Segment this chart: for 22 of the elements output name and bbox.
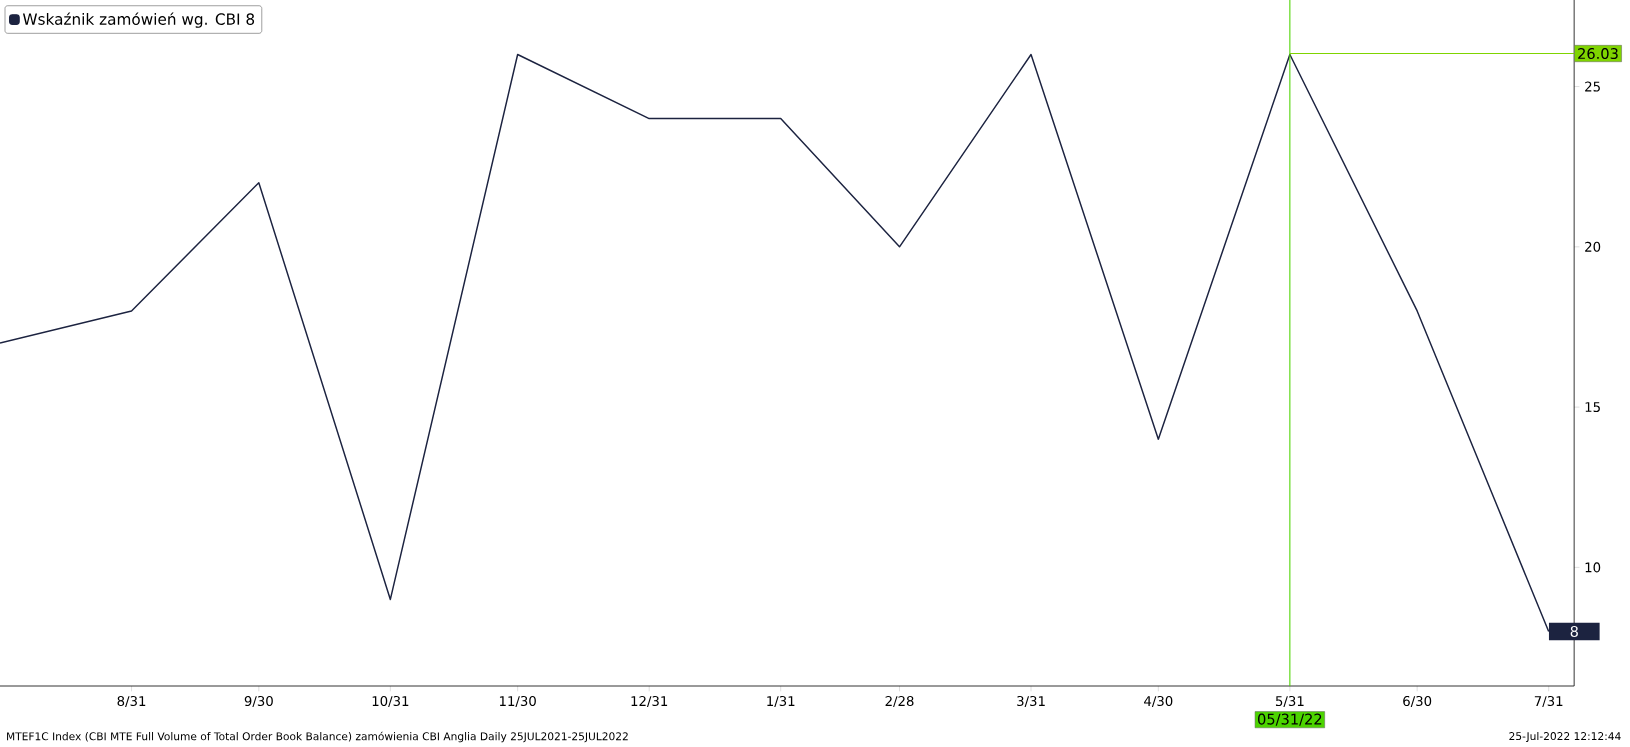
- y-tick-label: 15: [1585, 402, 1600, 413]
- x-tick-label: 5/31: [1275, 696, 1304, 708]
- x-tick-label: 3/31: [1017, 696, 1045, 708]
- y-tick-label: 20: [1585, 241, 1601, 252]
- x-tick-label: 11/30: [499, 696, 536, 708]
- text: MTEF1C Index (CBI MTE Full Volume of Total Order Book Balance) zamówienia CBI Anglia Daily 25JUL2021-25JUL2022: [7, 731, 628, 743]
- text: 25-Jul-2022 12:12:44: [1509, 731, 1621, 743]
- x-tick-label: 12/31: [631, 696, 668, 708]
- x-tick-label: 1/31: [767, 696, 795, 708]
- x-tick-label: 8/31: [117, 696, 146, 708]
- x-tick-label: 6/30: [1403, 696, 1432, 708]
- y-tick-label: 25: [1585, 81, 1600, 92]
- x-tick-label: 10/31: [372, 696, 409, 708]
- legend-label: Wskaźnik zamówień wg. CBI 8: [22, 12, 255, 28]
- x-tick-label: 2/28: [885, 696, 914, 708]
- ref-line-label: 26.03: [1578, 48, 1618, 60]
- x-tick-label: 4/30: [1144, 696, 1173, 708]
- data-label: 8: [1570, 625, 1578, 638]
- ref-line-label: 05/31/22: [1258, 713, 1322, 726]
- y-tick-label: 10: [1585, 562, 1601, 573]
- x-tick-label: 7/31: [1534, 696, 1563, 708]
- x-tick-label: 9/30: [244, 696, 273, 708]
